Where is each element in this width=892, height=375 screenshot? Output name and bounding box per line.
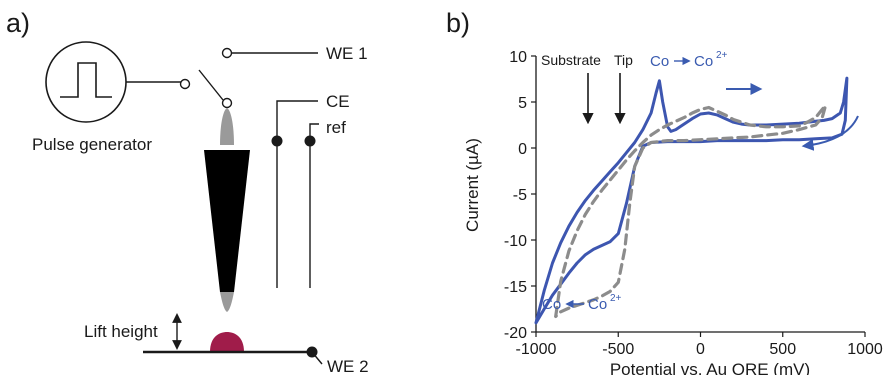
tip-top-cap [220,108,234,145]
y-tick-label: -10 [504,233,527,250]
we2-wire [311,351,323,365]
reduction-left-label: Co [542,296,561,313]
substrate-annotation: Substrate [541,52,601,68]
switch-contact-tip [221,97,233,109]
ce-node [271,135,283,147]
oxidation-right-label: Co [694,53,713,70]
we2-label: WE 2 [327,357,369,375]
reduction-superscript: 2+ [610,293,622,304]
pulse-generator-circle [45,41,127,123]
cv-solid-series [534,76,849,325]
sample-droplet [210,332,244,352]
tip-end [220,292,234,312]
tip [204,108,250,312]
y-axis-title: Current (µA) [463,138,482,232]
x-axis-title: Potential vs. Au QRE (mV) [610,360,810,375]
switch-contact-top [221,47,233,59]
y-tick-label: -5 [513,187,527,204]
x-ticks: -1000 -500 0 500 1000 [516,332,883,358]
y-tick-label: 5 [518,95,527,112]
switch-blade [198,69,224,101]
y-tick-label: -20 [504,325,527,342]
switch-contact-left [179,78,191,90]
oxidation-left-label: Co [650,53,669,70]
ref-wire [309,123,319,288]
ce-label: CE [326,92,350,111]
reduction-right-label: Co [588,296,607,313]
panel-b-label: b) [446,8,470,38]
x-tick-label: 1000 [847,341,883,358]
panel-a: a) Pulse generator WE 1 CE ref [6,8,369,375]
tip-body [204,150,250,292]
pulse-generator-label: Pulse generator [32,135,152,154]
panel-b: b) -1000 -500 0 500 1000 10 5 0 -5 -10 -15 -20 Pot… [446,8,883,375]
pulse-waveform-icon [60,62,112,98]
y-tick-label: 0 [518,141,527,158]
ref-label: ref [326,118,346,137]
x-tick-label: 500 [769,341,796,358]
y-ticks: 10 5 0 -5 -10 -15 -20 [504,49,536,342]
tip-annotation: Tip [614,52,633,68]
pulse-generator: Pulse generator [32,41,152,154]
panel-a-label: a) [6,8,30,38]
reverse-scan-arrow [801,115,859,151]
ref-node [304,135,316,147]
series-group [534,76,849,325]
x-tick-label: -1000 [516,341,557,358]
y-tick-label: 10 [509,49,527,66]
oxidation-superscript: 2+ [716,50,728,61]
lift-height-label: Lift height [84,322,158,341]
x-tick-label: 0 [696,341,705,358]
x-tick-label: -500 [602,341,634,358]
y-tick-label: -15 [504,279,527,296]
ce-wire [276,100,318,288]
cv-dashed-series [554,104,828,318]
we1-label: WE 1 [326,44,368,63]
cv-plot: -1000 -500 0 500 1000 10 5 0 -5 -10 -15 -20 [504,49,883,358]
